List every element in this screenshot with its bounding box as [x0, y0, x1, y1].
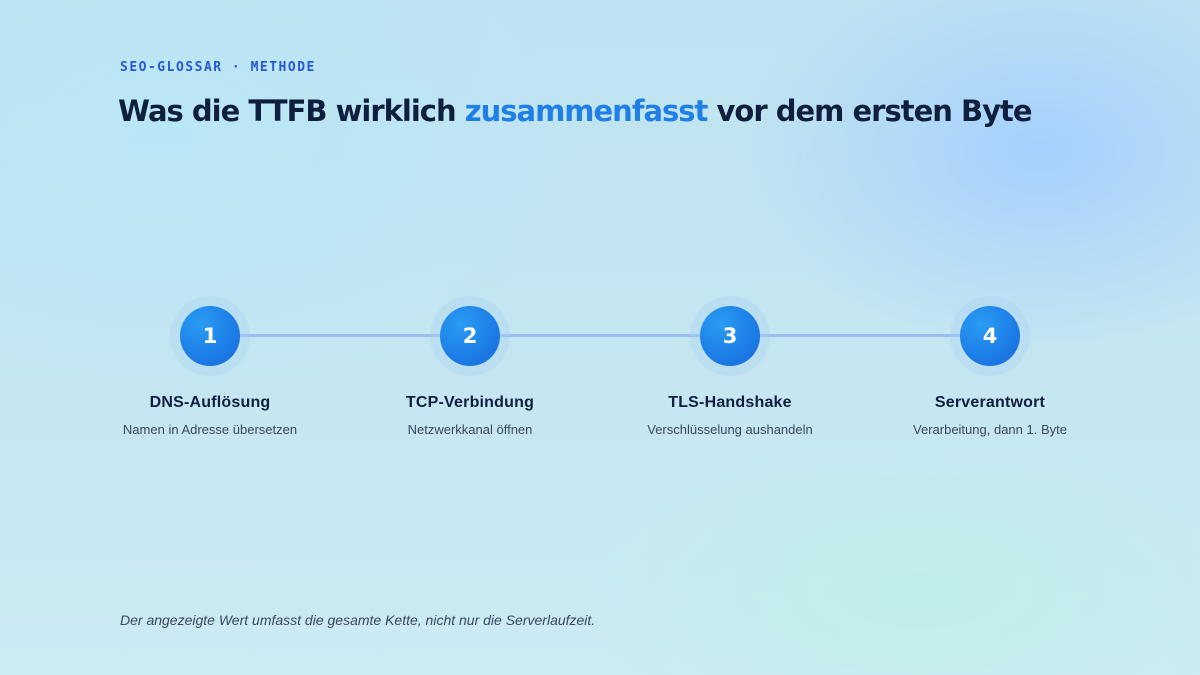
step-description: Verschlüsselung aushandeln	[647, 422, 813, 437]
step-title: TCP-Verbindung	[405, 394, 535, 411]
step-number-badge: 2	[440, 306, 500, 366]
step-description: Netzwerkkanal öffnen	[407, 422, 533, 437]
step-title: Serverantwort	[934, 394, 1046, 411]
timeline-connector-line	[210, 334, 990, 337]
title-text-end: vor dem ersten Byte	[707, 94, 1033, 128]
step-server-response: 4 Serverantwort Verarbeitung, dann 1. By…	[870, 306, 1110, 437]
title-text-start: Was die TTFB wirklich	[118, 94, 465, 128]
title-highlight: zusammenfasst	[464, 94, 709, 128]
page-title: Was die TTFB wirklich zusammenfasst vor …	[118, 94, 1033, 128]
step-number-badge: 1	[180, 306, 240, 366]
step-number-badge: 4	[960, 306, 1020, 366]
step-number-badge: 3	[700, 306, 760, 366]
eyebrow-label: SEO-GLOSSAR · METHODE	[120, 60, 316, 75]
step-title: TLS-Handshake	[668, 394, 792, 411]
step-description: Verarbeitung, dann 1. Byte	[913, 422, 1067, 437]
footnote: Der angezeigte Wert umfasst die gesamte …	[120, 612, 596, 628]
step-tcp: 2 TCP-Verbindung Netzwerkkanal öffnen	[350, 306, 590, 437]
step-title: DNS-Auflösung	[149, 394, 271, 411]
step-dns: 1 DNS-Auflösung Namen in Adresse überset…	[90, 306, 330, 437]
step-tls: 3 TLS-Handshake Verschlüsselung aushande…	[610, 306, 850, 437]
step-description: Namen in Adresse übersetzen	[122, 422, 298, 437]
